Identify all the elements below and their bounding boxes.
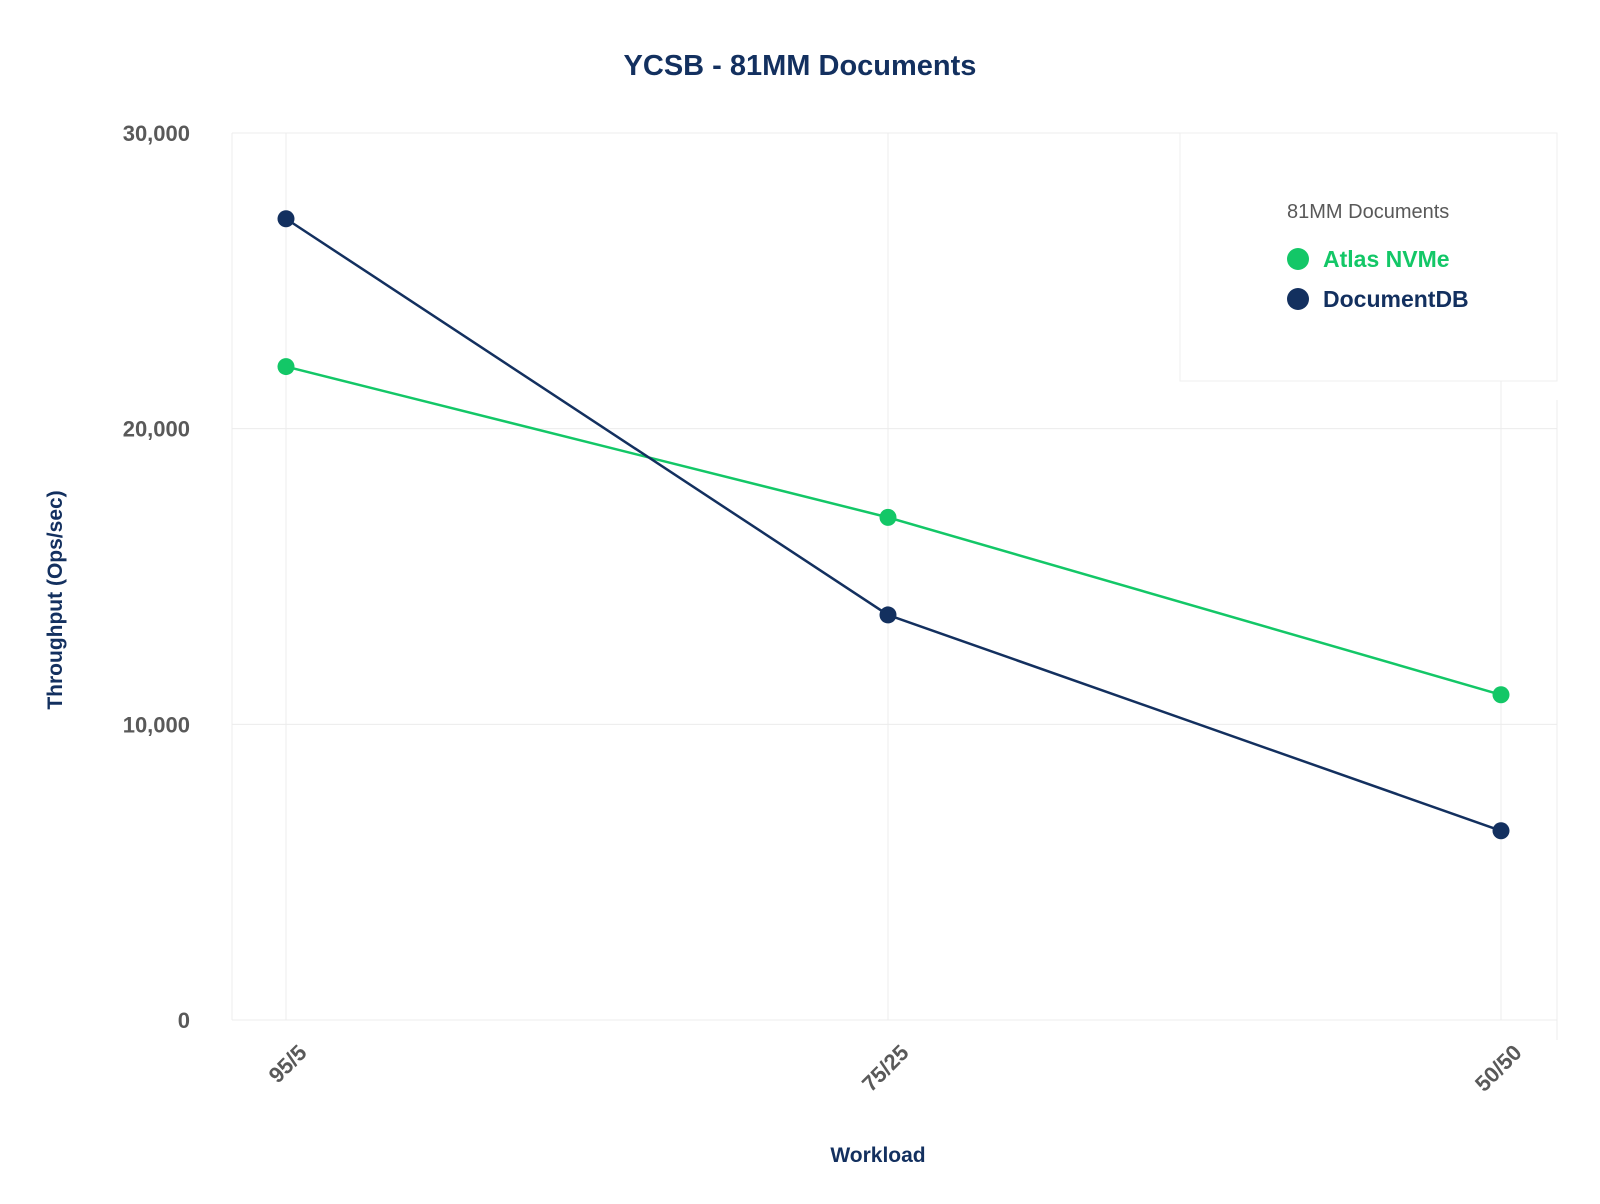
y-axis-label: Throughput (Ops/sec) <box>44 490 67 709</box>
x-axis-label: Workload <box>830 1144 925 1167</box>
legend: 81MM Documents Atlas NVMe DocumentDB <box>1179 132 1558 382</box>
data-point <box>1492 822 1510 840</box>
data-point <box>277 358 295 376</box>
x-tick-label: 95/5 <box>264 1040 312 1088</box>
legend-marker <box>1287 288 1309 310</box>
series-line <box>285 365 1502 696</box>
x-axis-ticks: 95/5 75/25 50/50 <box>264 1040 1527 1097</box>
y-tick-label: 30,000 <box>123 121 190 146</box>
data-point <box>1492 686 1510 704</box>
series-lines <box>277 210 1510 840</box>
legend-marker <box>1287 248 1309 270</box>
data-point <box>879 606 897 624</box>
grid-lines <box>231 132 1558 1040</box>
x-tick-label: 75/25 <box>857 1040 914 1097</box>
legend-label: Atlas NVMe <box>1323 246 1450 272</box>
series-atlas-nvme <box>277 358 1510 704</box>
data-point <box>277 210 295 228</box>
chart-title: YCSB - 81MM Documents <box>624 50 977 82</box>
legend-box <box>1179 132 1558 382</box>
y-tick-label: 0 <box>178 1008 190 1033</box>
y-tick-label: 10,000 <box>123 712 190 737</box>
legend-items: Atlas NVMe DocumentDB <box>1287 246 1469 312</box>
x-tick-label: 50/50 <box>1470 1040 1527 1097</box>
y-tick-label: 20,000 <box>123 417 190 442</box>
data-point <box>879 508 897 526</box>
legend-label: DocumentDB <box>1323 286 1469 312</box>
y-axis-ticks: 0 10,000 20,000 30,000 <box>123 121 190 1033</box>
series-documentdb <box>277 210 1510 840</box>
legend-title: 81MM Documents <box>1287 201 1449 223</box>
